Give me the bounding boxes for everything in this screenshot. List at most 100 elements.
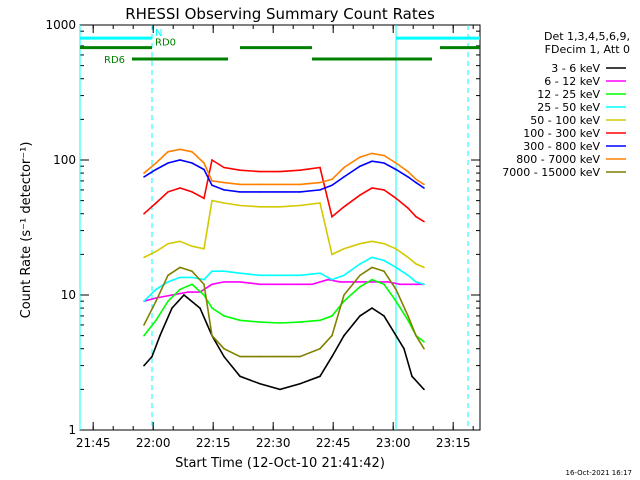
data-point bbox=[211, 159, 213, 161]
data-point bbox=[151, 355, 153, 358]
data-point bbox=[319, 189, 321, 191]
series-line bbox=[143, 293, 425, 391]
data-point bbox=[191, 191, 193, 193]
data-point bbox=[343, 247, 345, 250]
data-point bbox=[279, 170, 281, 173]
data-point bbox=[155, 288, 157, 291]
data-point bbox=[319, 181, 321, 184]
data-point bbox=[143, 256, 145, 259]
data-point bbox=[223, 202, 225, 204]
data-point bbox=[415, 181, 417, 184]
data-point bbox=[211, 184, 213, 187]
data-point bbox=[299, 382, 301, 385]
series-line bbox=[143, 158, 425, 223]
data-point bbox=[359, 286, 361, 288]
data-point bbox=[223, 270, 225, 273]
data-point bbox=[395, 168, 397, 171]
data-point bbox=[143, 212, 145, 215]
data-point bbox=[407, 207, 409, 209]
data-point bbox=[415, 281, 417, 283]
data-point bbox=[199, 307, 201, 309]
data-point bbox=[359, 156, 361, 158]
data-point bbox=[239, 319, 241, 322]
data-point bbox=[191, 270, 193, 273]
data-point bbox=[395, 334, 397, 337]
data-point bbox=[395, 197, 397, 200]
data-point bbox=[403, 347, 405, 350]
data-point bbox=[359, 165, 361, 167]
data-point bbox=[179, 276, 181, 279]
data-point bbox=[359, 263, 361, 265]
data-point bbox=[167, 242, 169, 245]
data-point bbox=[359, 315, 361, 317]
plot-area: 1 10 100 1000 21:45 22:00 22:15 22:30 22:45 23:00… bbox=[45, 18, 481, 450]
data-point bbox=[223, 189, 225, 191]
data-point bbox=[211, 270, 213, 273]
data-point bbox=[203, 283, 205, 286]
data-point bbox=[167, 162, 169, 164]
data-point bbox=[259, 170, 261, 173]
data-point bbox=[331, 334, 333, 337]
data-point bbox=[167, 300, 169, 302]
data-point bbox=[423, 347, 425, 350]
series-line bbox=[143, 148, 425, 186]
data-point bbox=[411, 375, 413, 378]
data-point bbox=[423, 341, 425, 343]
data-point bbox=[371, 240, 373, 243]
series-line bbox=[143, 278, 424, 302]
data-point bbox=[239, 355, 241, 358]
detector-info-line-2: FDecim 1, Att 0 bbox=[545, 43, 630, 56]
data-point bbox=[155, 202, 157, 204]
data-point bbox=[343, 166, 345, 169]
data-point bbox=[383, 242, 385, 245]
data-point bbox=[395, 288, 397, 291]
data-point bbox=[259, 183, 261, 186]
data-point bbox=[167, 281, 169, 283]
data-point bbox=[279, 355, 281, 358]
detector-info-line-1: Det 1,3,4,5,6,9, bbox=[544, 30, 630, 43]
data-point bbox=[395, 266, 397, 269]
data-point bbox=[259, 274, 261, 277]
data-point bbox=[415, 263, 417, 265]
y-tick-label: 1000 bbox=[45, 18, 76, 32]
x-tick-label: 23:15 bbox=[436, 436, 471, 450]
data-point bbox=[415, 215, 417, 218]
data-point bbox=[299, 274, 301, 277]
data-point bbox=[299, 283, 301, 286]
data-point bbox=[383, 162, 385, 164]
data-point bbox=[203, 278, 205, 281]
legend-label: 3 - 6 keV bbox=[551, 62, 600, 75]
data-point bbox=[211, 180, 213, 182]
data-point bbox=[423, 283, 425, 286]
data-point bbox=[319, 272, 321, 275]
data-point bbox=[415, 334, 417, 337]
state-bar-label: RD6 bbox=[104, 55, 125, 66]
data-point bbox=[179, 187, 181, 189]
data-point bbox=[143, 300, 145, 302]
data-point bbox=[383, 259, 385, 262]
data-point bbox=[299, 169, 301, 172]
data-point bbox=[415, 178, 417, 181]
series-line bbox=[143, 266, 425, 358]
data-point bbox=[279, 322, 281, 324]
data-point bbox=[331, 315, 333, 317]
data-point bbox=[371, 281, 373, 283]
data-point bbox=[359, 194, 361, 196]
data-point bbox=[407, 256, 409, 259]
data-point bbox=[319, 202, 321, 204]
data-point bbox=[371, 160, 373, 162]
data-point bbox=[395, 247, 397, 250]
x-tick-label: 22:00 bbox=[136, 436, 171, 450]
data-point bbox=[223, 181, 225, 184]
y-tick-label: 10 bbox=[61, 288, 76, 302]
data-point bbox=[279, 206, 281, 208]
data-point bbox=[339, 281, 341, 283]
legend-label: 25 - 50 keV bbox=[537, 101, 600, 114]
data-point bbox=[155, 162, 157, 164]
legend-label: 100 - 300 keV bbox=[523, 127, 600, 140]
data-point bbox=[203, 247, 205, 250]
data-point bbox=[143, 324, 145, 326]
data-point bbox=[179, 288, 181, 291]
data-point bbox=[371, 266, 373, 269]
data-point bbox=[211, 199, 213, 202]
